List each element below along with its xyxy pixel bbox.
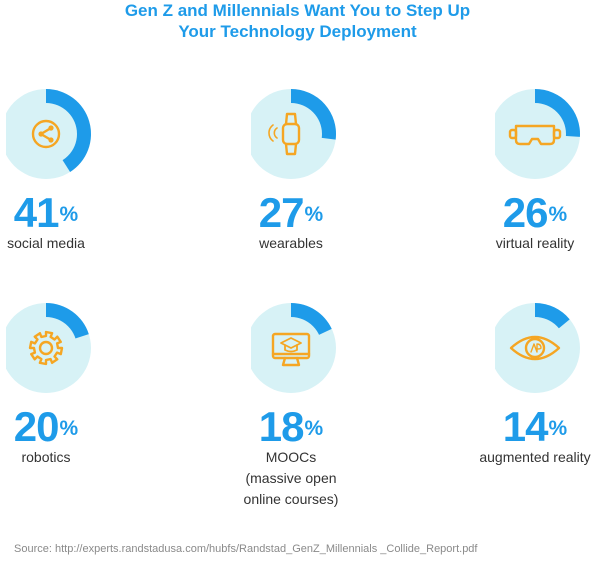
stat-number: 20 [13, 403, 60, 450]
stat-value: 18% [216, 406, 366, 448]
stat-value: 41% [0, 192, 121, 234]
donut-hole [504, 103, 566, 165]
percent-sign: % [304, 203, 324, 226]
share-icon [31, 119, 61, 149]
stat-value: 27% [216, 192, 366, 234]
stat-label: augmented reality [440, 447, 595, 468]
stat-label-line: (massive open [245, 470, 337, 486]
stat-label-line: robotics [21, 449, 71, 465]
donut-hole [15, 103, 77, 165]
stat-label-line: online courses) [243, 491, 339, 507]
stat-label: wearables [196, 233, 386, 254]
donut-hole [260, 103, 322, 165]
eye-icon [509, 335, 561, 361]
chart-title-line-1: Gen Z and Millennials Want You to Step U… [124, 1, 471, 20]
source-note: Source: http://experts.randstadusa.com/h… [14, 543, 478, 555]
stat-label-line: virtual reality [495, 235, 575, 251]
stat-number: 41 [13, 189, 60, 236]
stat-value: 20% [0, 406, 121, 448]
donut-chart [495, 89, 580, 179]
stat-label-line: social media [7, 235, 85, 251]
stat-label: MOOCs (massive open online courses) [196, 447, 386, 510]
gear-icon [28, 330, 64, 366]
stat-label: robotics [0, 447, 141, 468]
percent-sign: % [548, 203, 568, 226]
stat-value: 14% [460, 406, 595, 448]
graduation-cap-monitor-icon [271, 332, 311, 367]
donut-chart [495, 303, 580, 393]
stat-item: 18% MOOCs (massive open online courses) [244, 302, 401, 507]
stat-item: 27% wearables [251, 88, 401, 288]
stat-number: 26 [502, 189, 549, 236]
stat-number: 14 [502, 403, 549, 450]
smartwatch-icon [268, 112, 301, 156]
stat-label: virtual reality [440, 233, 595, 254]
chart-title: Gen Z and Millennials Want You to Step U… [0, 0, 595, 42]
stat-number: 27 [258, 189, 305, 236]
donut-hole [15, 317, 77, 379]
stat-item: 26% virtual reality [495, 88, 595, 288]
stat-label-line: MOOCs [265, 449, 317, 465]
percent-sign: % [304, 417, 324, 440]
percent-sign: % [59, 417, 79, 440]
donut-chart [251, 89, 337, 179]
donut-chart [251, 303, 336, 393]
vr-headset-icon [508, 124, 562, 146]
stat-label-line: wearables [259, 235, 323, 251]
donut-chart [6, 89, 91, 179]
stat-item: 41% social media [6, 88, 156, 288]
stat-item: 14% augmented reality [479, 302, 595, 502]
percent-sign: % [548, 417, 568, 440]
donut-chart [6, 303, 91, 393]
stat-value: 26% [460, 192, 595, 234]
chart-title-line-2: Your Technology Deployment [178, 22, 417, 41]
stat-label: social media [0, 233, 141, 254]
percent-sign: % [59, 203, 79, 226]
stat-item: 20% robotics [6, 302, 156, 502]
stat-number: 18 [258, 403, 305, 450]
stat-label-line: augmented reality [479, 449, 591, 465]
